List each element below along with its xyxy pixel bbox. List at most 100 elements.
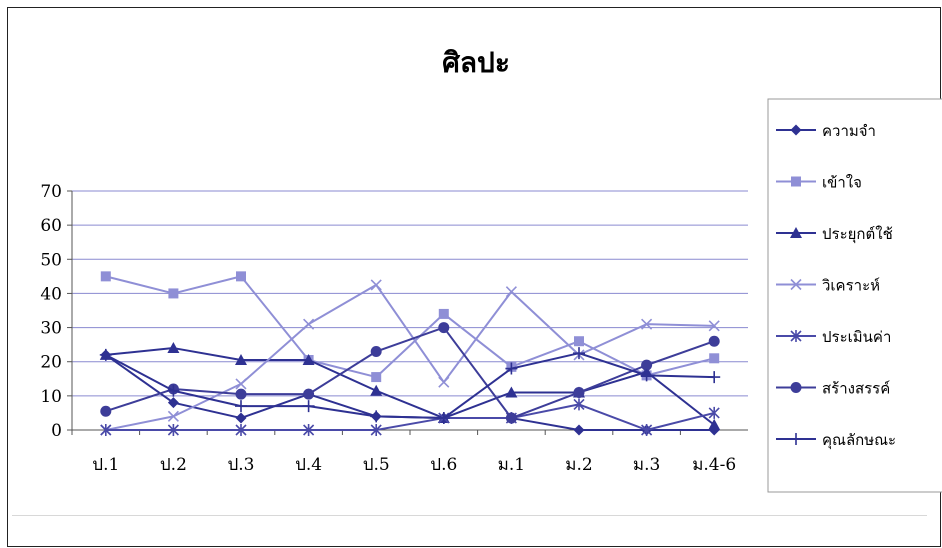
data-point — [168, 288, 179, 299]
series-6 — [100, 322, 720, 424]
data-point — [302, 354, 315, 366]
legend-item: สร้างสรรค์ — [776, 380, 890, 398]
data-point — [709, 353, 720, 364]
series-2 — [100, 271, 720, 383]
series-line — [105, 403, 715, 431]
x-tick-label: ป.3 — [227, 455, 254, 475]
gridlines — [72, 190, 748, 397]
data-point — [505, 286, 517, 298]
data-point — [302, 400, 315, 413]
x-tick-label: ม.2 — [565, 455, 592, 475]
data-point — [370, 279, 382, 291]
y-tick-label: 60 — [40, 216, 62, 236]
data-point — [438, 322, 450, 334]
data-point — [235, 412, 247, 424]
y-tick-label: 0 — [51, 421, 62, 441]
legend-marker — [790, 433, 802, 445]
legend-box — [767, 98, 942, 493]
data-point — [370, 424, 382, 436]
data-point — [708, 320, 720, 332]
data-point — [303, 318, 315, 330]
data-point — [370, 410, 383, 423]
data-point — [235, 388, 247, 400]
data-point — [167, 424, 179, 436]
data-point — [371, 372, 382, 383]
data-point — [100, 405, 112, 417]
chart-title: ศิลปะ — [442, 46, 510, 79]
x-tick-label: ป.2 — [160, 455, 187, 475]
legend-label: วิเคราะห์ — [821, 277, 880, 295]
data-point — [438, 376, 450, 388]
data-point — [100, 424, 112, 436]
data-point — [235, 354, 247, 366]
data-point — [573, 398, 585, 411]
data-point — [573, 347, 585, 360]
data-point — [235, 400, 247, 413]
data-point — [235, 378, 247, 390]
legend-marker — [790, 382, 802, 393]
data-point — [437, 412, 450, 425]
x-tick-label: ป.1 — [92, 455, 119, 475]
axes: 0 10 20 30 40 50 60 70 ป.1 ป.2 ป.3 ป.4 ป.5 ป.6 ม.1 ม.2 ม… — [40, 182, 748, 475]
legend-item: ประยุกต์ใช้ — [776, 225, 893, 244]
data-point — [99, 348, 112, 361]
data-point — [573, 424, 585, 436]
y-tick-label: 10 — [40, 387, 62, 407]
data-point — [100, 271, 111, 282]
data-point — [708, 406, 720, 419]
data-point — [641, 318, 653, 330]
data-point — [235, 424, 247, 436]
legend-label: เข้าใจ — [822, 174, 862, 192]
data-point — [505, 412, 517, 424]
data-point — [505, 362, 518, 375]
legend-label: ประเมินค่า — [822, 328, 891, 346]
legend-item: เข้าใจ — [776, 174, 862, 192]
data-point — [167, 397, 179, 409]
legend-marker — [790, 278, 802, 291]
data-point — [370, 384, 383, 396]
data-point — [303, 424, 315, 436]
data-point — [438, 308, 449, 319]
data-point — [167, 342, 180, 354]
x-tick-label: ม.1 — [498, 455, 525, 475]
data-point — [708, 418, 721, 430]
y-tick-label: 40 — [40, 284, 62, 304]
legend-label: ความจำ — [822, 122, 876, 140]
x-tick-label: ม.3 — [633, 455, 660, 475]
x-tick-label: ม.4-6 — [692, 455, 736, 475]
data-point — [640, 369, 653, 382]
legend-item: ประเมินค่า — [776, 328, 891, 346]
y-tick-label: 20 — [40, 353, 62, 373]
data-point — [641, 359, 653, 371]
y-tick-label: 50 — [40, 250, 62, 270]
legend-item: ความจำ — [776, 122, 876, 140]
series-line — [105, 352, 715, 420]
x-tick-label: ป.6 — [430, 455, 457, 475]
x-tick-label: ป.5 — [363, 455, 390, 475]
data-point — [236, 271, 246, 282]
data-point — [708, 335, 720, 347]
legend-label: ประยุกต์ใช้ — [822, 225, 893, 244]
series-7 — [99, 347, 721, 425]
legend-item: คุณลักษณะ — [776, 431, 896, 450]
series-line — [105, 283, 715, 431]
data-point — [167, 410, 179, 422]
legend-label: สร้างสรรค์ — [822, 380, 890, 398]
divider — [12, 515, 927, 516]
data-point — [370, 345, 382, 357]
data-point — [573, 386, 585, 398]
data-point — [641, 424, 653, 436]
x-tick-label: ป.4 — [295, 455, 322, 475]
data-point — [505, 386, 518, 398]
y-tick-label: 30 — [40, 319, 62, 339]
data-point — [303, 388, 315, 400]
data-point — [574, 336, 584, 347]
legend-marker — [790, 124, 802, 136]
series-line — [105, 275, 715, 379]
series-line — [105, 326, 715, 420]
legend-marker — [790, 330, 802, 342]
legend: ความจำเข้าใจประยุกต์ใช้วิเคราะห์ประเมินค… — [767, 98, 942, 493]
data-point — [167, 384, 180, 397]
legend-marker — [791, 176, 801, 187]
